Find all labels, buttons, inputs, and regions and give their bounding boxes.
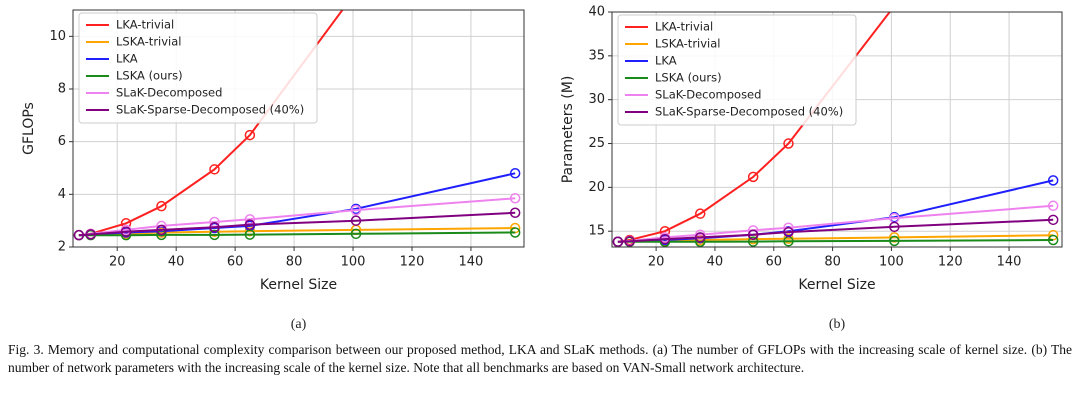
y-tick-label: 35 [588, 48, 605, 63]
x-tick-label: 80 [824, 255, 841, 270]
subcaption: (b) [829, 317, 846, 332]
y-tick-label: 30 [588, 92, 605, 107]
point-marker [783, 226, 794, 238]
series-line [617, 218, 1054, 243]
y-tick-label: 2 [58, 240, 66, 255]
legend-box [78, 12, 318, 124]
series-line [78, 10, 344, 237]
x-axis-label: Kernel Size [260, 277, 337, 293]
y-tick-label: 6 [58, 134, 66, 149]
point-marker [509, 193, 521, 204]
point-marker [209, 164, 220, 175]
x-tick-label: 60 [765, 255, 782, 270]
legend-label: LKA-trivial [116, 18, 174, 32]
legend-box [617, 14, 857, 126]
point-marker [612, 236, 624, 247]
point-marker [244, 219, 256, 230]
point-marker [1047, 214, 1059, 226]
series-line [78, 211, 516, 237]
legend-label: LKA-trivial [655, 20, 713, 34]
point-marker [747, 229, 759, 240]
legend-label: SLaK-Decomposed [116, 86, 222, 100]
chart: 2 4 6 8 10 20 40 60 80 100 120 140 Kernel Size GFLOPs… [21, 9, 525, 332]
x-axis-label: Kernel Size [798, 277, 875, 293]
x-tick-label: 120 [938, 255, 963, 270]
series-line [78, 231, 516, 237]
point-marker [244, 129, 256, 141]
point-marker [85, 229, 96, 240]
point-marker [659, 233, 671, 245]
x-tick-label: 40 [707, 255, 724, 270]
point-marker [624, 236, 635, 247]
legend-label: LKA [655, 54, 677, 68]
chart: 15 20 25 30 35 40 20 40 60 80 100 120 140 Kernel Size… [560, 5, 1063, 332]
point-marker [209, 229, 220, 241]
point-marker [73, 229, 85, 241]
y-axis-label: GFLOPs [21, 102, 37, 155]
x-tick-label: 20 [109, 255, 126, 270]
point-marker [509, 168, 521, 179]
point-marker [156, 200, 167, 212]
point-marker [747, 171, 759, 183]
point-marker [209, 222, 220, 233]
point-marker [783, 138, 794, 149]
x-tick-label: 40 [168, 255, 185, 270]
y-tick-label: 40 [588, 5, 605, 20]
legend-label: LSKA (ours) [655, 71, 722, 85]
y-tick-label: 4 [58, 187, 66, 202]
point-marker [747, 236, 759, 247]
y-tick-label: 8 [58, 82, 66, 97]
series-line [617, 12, 891, 243]
point-marker [120, 226, 132, 237]
caption: Fig. 3. Memory and computational complex… [8, 342, 1072, 375]
legend-label: LSKA-trivial [655, 37, 721, 51]
subcaption: (a) [291, 317, 307, 332]
figure: 2 4 6 8 10 20 40 60 80 100 120 140 Kernel Size GFLOPs… [21, 5, 1063, 332]
point-marker [694, 208, 706, 219]
point-marker [1047, 200, 1059, 212]
x-tick-label: 20 [648, 255, 665, 270]
x-tick-label: 100 [879, 255, 904, 270]
point-marker [889, 221, 900, 233]
point-marker [350, 204, 362, 216]
x-tick-label: 140 [459, 255, 484, 270]
legend-label: LSKA-trivial [116, 35, 182, 49]
point-marker [350, 228, 362, 240]
point-marker [1047, 175, 1059, 186]
legend-label: LKA [116, 52, 138, 66]
x-tick-label: 60 [227, 255, 244, 270]
plot-frame [611, 11, 1063, 248]
y-axis-label: Parameters (M) [560, 76, 576, 184]
legend-label: SLaK-Sparse-Decomposed (40%) [116, 103, 304, 117]
x-tick-label: 120 [400, 255, 425, 270]
y-tick-label: 25 [588, 136, 605, 151]
x-tick-label: 80 [286, 255, 303, 270]
point-marker [1047, 234, 1059, 246]
point-marker [509, 207, 521, 219]
point-marker [156, 224, 167, 236]
legend-label: LSKA (ours) [116, 69, 183, 83]
point-marker [244, 229, 256, 240]
y-tick-label: 20 [588, 180, 605, 195]
x-tick-label: 140 [997, 255, 1022, 270]
point-marker [350, 215, 362, 226]
legend-label: SLaK-Sparse-Decomposed (40%) [655, 105, 843, 119]
plot-frame [72, 9, 525, 248]
y-tick-label: 10 [49, 29, 66, 44]
point-marker [509, 227, 521, 238]
point-marker [889, 235, 900, 247]
legend-label: SLaK-Decomposed [655, 88, 761, 102]
y-tick-label: 15 [588, 224, 605, 239]
point-marker [694, 232, 706, 243]
x-tick-label: 100 [341, 255, 366, 270]
